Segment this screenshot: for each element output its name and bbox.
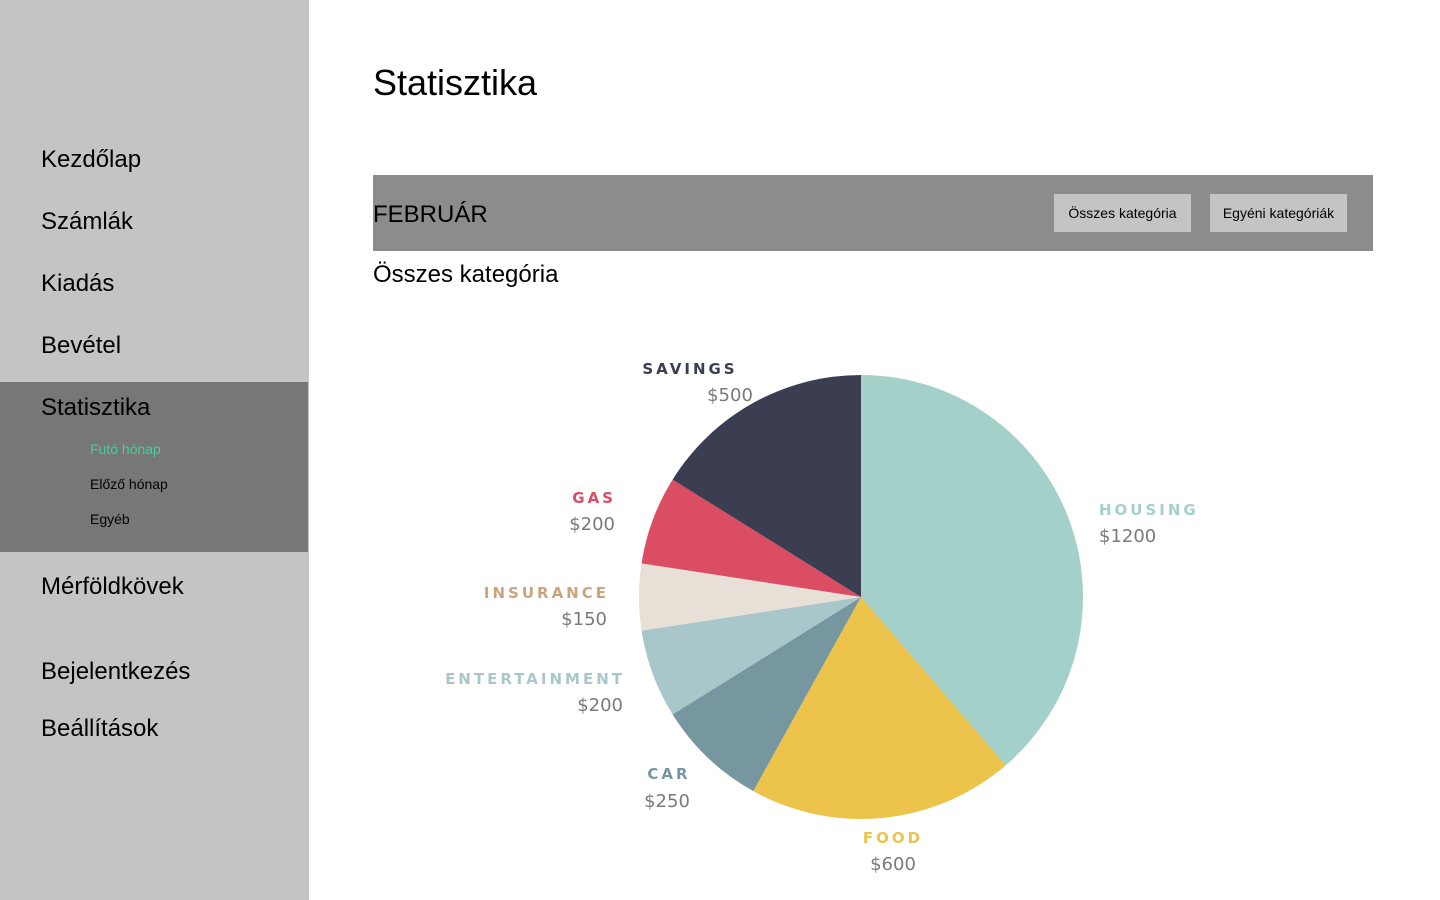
sidebar-item-merfoldkovek[interactable]: Mérföldkövek <box>41 573 184 600</box>
pie-value-gas: $200 <box>569 514 615 535</box>
sidebar-item-bejelentkezes[interactable]: Bejelentkezés <box>41 658 191 685</box>
pie-slice-food <box>753 597 1006 820</box>
all-categories-button[interactable]: Összes kategória <box>1054 194 1191 232</box>
pie-label-gas: GAS <box>572 489 616 507</box>
pie-slice-housing <box>861 375 1084 766</box>
pie-value-housing: $1200 <box>1099 526 1156 547</box>
pie-value-insurance: $150 <box>561 609 607 630</box>
pie-label-entertainment: ENTERTAINMENT <box>445 670 625 688</box>
sidebar-subitem-futo-honap[interactable]: Futó hónap <box>90 441 161 457</box>
sidebar-item-beallitasok[interactable]: Beállítások <box>41 715 159 742</box>
pie-value-savings: $500 <box>707 385 753 406</box>
pie-value-food: $600 <box>870 854 916 875</box>
pie-slice-entertainment <box>641 597 861 715</box>
sidebar-item-bevetel[interactable]: Bevétel <box>41 332 122 359</box>
sidebar-item-kiadas[interactable]: Kiadás <box>41 270 115 297</box>
pie-label-food: FOOD <box>863 829 923 847</box>
month-bar: FEBRUÁR Összes kategória Egyéni kategóri… <box>373 175 1373 251</box>
sidebar-item-szamlak[interactable]: Számlák <box>41 208 134 235</box>
sidebar-active-section <box>0 382 308 552</box>
pie-label-housing: HOUSING <box>1099 501 1199 519</box>
page-title: Statisztika <box>373 62 538 103</box>
pie-label-car: CAR <box>647 765 690 783</box>
sidebar-subitem-egyeb[interactable]: Egyéb <box>90 511 130 527</box>
month-label: FEBRUÁR <box>373 201 488 228</box>
sidebar-subitem-elozo-honap[interactable]: Előző hónap <box>90 476 168 492</box>
pie-value-entertainment: $200 <box>577 695 623 716</box>
sidebar-item-kezdolap[interactable]: Kezdőlap <box>41 146 142 173</box>
pie-value-car: $250 <box>644 791 690 812</box>
pie-slice-gas <box>641 479 861 597</box>
pie-slice-car <box>672 597 861 792</box>
sidebar: Kezdőlap Számlák Kiadás Bevétel Statiszt… <box>0 0 309 900</box>
section-title: Összes kategória <box>373 261 559 288</box>
sidebar-item-statisztika[interactable]: Statisztika <box>41 394 151 421</box>
pie-slice-savings <box>672 375 861 597</box>
pie-label-savings: SAVINGS <box>642 360 737 378</box>
pie-slice-insurance <box>639 563 861 631</box>
custom-categories-button[interactable]: Egyéni kategóriák <box>1210 194 1347 232</box>
pie-chart: HOUSING $1200 FOOD $600 CAR $250 ENTERTAINMENT… <box>445 360 1199 875</box>
pie-label-insurance: INSURANCE <box>484 584 609 602</box>
